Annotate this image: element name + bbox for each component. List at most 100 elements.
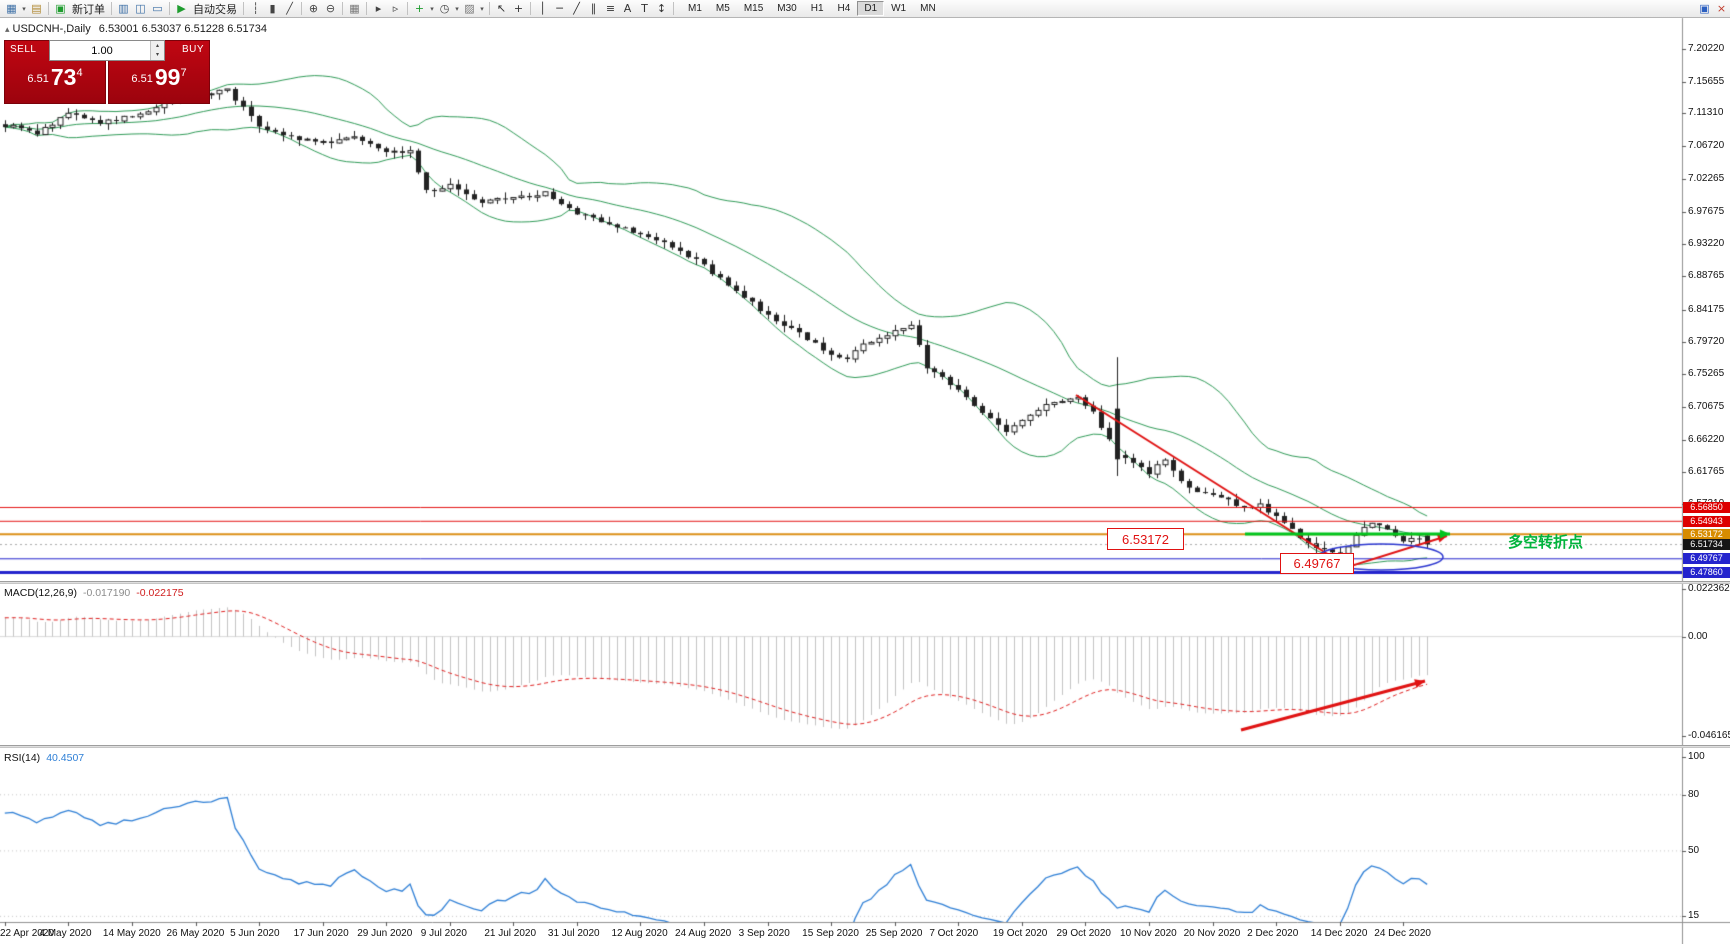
annotation-note-text[interactable]: 多空转折点 [1508, 534, 1584, 551]
price-callout[interactable]: 6.49767 [1280, 553, 1354, 574]
vertical-line-icon[interactable]: │ [534, 1, 551, 17]
current-price-tag: 6.51734 [1683, 539, 1730, 551]
data-window-icon[interactable]: ◫ [132, 1, 149, 17]
date-axis-label: 24 Aug 2020 [675, 928, 732, 939]
toolbar: ▦ ▾ ▤ ▣ 新订单 ▥ ◫ ▭ ▶ 自动交易 ┆ ▮ ╱ ⊕ ⊖ ▦ ▸ ▹ + ▾ ◷ ▾ ▨ ▾ ↖ + │ ─ ╱ ∥ ≡ A T ↕ M… [0, 0, 1730, 18]
one-click-collapse-icon[interactable]: ▴ [5, 24, 10, 34]
templates-icon[interactable]: ▨ [461, 1, 478, 17]
new-chart-icon[interactable]: ▦ [3, 1, 20, 17]
chart-restore-icon[interactable]: ▣ [1696, 1, 1713, 17]
auto-scroll-icon[interactable]: ▸ [370, 1, 387, 17]
toolbar-separator [407, 2, 408, 15]
timeframe-buttons: M1 M5 M15 M30 H1 H4 D1 W1 MN [681, 1, 943, 16]
new-chart-dropdown-icon[interactable]: ▾ [20, 1, 28, 17]
timeframe-mn[interactable]: MN [913, 1, 943, 16]
volume-down-button[interactable]: ▾ [151, 50, 164, 60]
autotrade-icon[interactable]: ▶ [173, 1, 190, 17]
periods-icon[interactable]: ◷ [436, 1, 453, 17]
date-axis-label: 4 May 2020 [39, 928, 92, 939]
panel-splitter-macd[interactable] [0, 581, 1730, 584]
price-axis-label: 6.88765 [1688, 270, 1725, 282]
price-callout[interactable]: 6.53172 [1107, 528, 1184, 550]
cursor-icon[interactable]: ↖ [493, 1, 510, 17]
price-axis-label: 6.61765 [1688, 465, 1725, 477]
timeframe-m15[interactable]: M15 [737, 1, 770, 16]
buy-price: 6.51 99 7 [109, 66, 209, 89]
indicators-dropdown-icon[interactable]: ▾ [428, 1, 436, 17]
sell-price-prefix: 6.51 [27, 73, 49, 85]
timeframe-m30[interactable]: M30 [770, 1, 803, 16]
date-axis-label: 25 Sep 2020 [865, 928, 923, 939]
tile-windows-icon[interactable]: ▦ [346, 1, 363, 17]
timeframe-d1[interactable]: D1 [857, 1, 885, 16]
date-axis-label: 17 Jun 2020 [293, 928, 349, 939]
price-axis-label: 7.15655 [1688, 75, 1725, 87]
panel-splitter-rsi[interactable] [0, 745, 1730, 748]
sell-price-big: 73 [50, 64, 77, 90]
indicators-icon[interactable]: + [411, 1, 428, 17]
timeframe-h1[interactable]: H1 [804, 1, 831, 16]
horizontal-line-icon[interactable]: ─ [551, 1, 568, 17]
zoom-out-icon[interactable]: ⊖ [322, 1, 339, 17]
price-axis-label: 6.84175 [1688, 303, 1725, 315]
date-axis-label: 22 Apr 2020 [0, 928, 54, 939]
chart-close-icon[interactable]: × [1713, 1, 1730, 17]
price-line-tag: 6.56850 [1683, 501, 1730, 513]
price-line-tag: 6.49767 [1683, 553, 1730, 565]
toolbar-separator [366, 2, 367, 15]
market-watch-icon[interactable]: ▥ [115, 1, 132, 17]
volume-up-button[interactable]: ▴ [151, 41, 164, 51]
text-icon[interactable]: A [619, 1, 636, 17]
crosshair-icon[interactable]: + [510, 1, 527, 17]
macd-axis-label: 0.022362 [1688, 582, 1730, 594]
zoom-in-icon[interactable]: ⊕ [305, 1, 322, 17]
price-axis[interactable] [1682, 18, 1730, 922]
price-line-tag: 6.47860 [1683, 567, 1730, 579]
date-axis-label: 15 Sep 2020 [802, 928, 859, 939]
new-order-icon[interactable]: ▣ [52, 1, 69, 17]
arrows-icon[interactable]: ↕ [653, 1, 670, 17]
new-order-label[interactable]: 新订单 [72, 3, 105, 16]
price-axis-label: 6.70675 [1688, 401, 1725, 413]
label-icon[interactable]: T [636, 1, 653, 17]
timeframe-w1[interactable]: W1 [884, 1, 913, 16]
sell-label: SELL [10, 44, 37, 55]
channel-icon[interactable]: ∥ [585, 1, 602, 17]
volume-input[interactable] [52, 42, 152, 60]
bar-chart-mode-icon[interactable]: ┆ [247, 1, 264, 17]
date-axis-label: 5 Jun 2020 [230, 928, 280, 939]
toolbar-separator [673, 2, 674, 15]
candlestick-mode-icon[interactable]: ▮ [264, 1, 281, 17]
date-axis-label: 21 Jul 2020 [484, 928, 537, 939]
date-axis-label: 31 Jul 2020 [547, 928, 600, 939]
buy-price-prefix: 6.51 [131, 73, 153, 85]
time-axis[interactable] [0, 922, 1682, 944]
symbol-period-label: USDCNH-,Daily [12, 23, 91, 35]
timeframe-m5[interactable]: M5 [709, 1, 737, 16]
line-chart-mode-icon[interactable]: ╱ [281, 1, 298, 17]
periods-dropdown-icon[interactable]: ▾ [453, 1, 461, 17]
rsi-axis-label: 50 [1688, 844, 1700, 856]
toolbar-separator [301, 2, 302, 15]
terminal-icon[interactable]: ▭ [149, 1, 166, 17]
timeframe-h4[interactable]: H4 [831, 1, 858, 16]
price-axis-label: 6.66220 [1688, 433, 1725, 445]
timeframe-m1[interactable]: M1 [681, 1, 709, 16]
fibonacci-icon[interactable]: ≡ [602, 1, 619, 17]
sell-price: 6.51 73 4 [5, 64, 105, 90]
price-axis-label: 6.93220 [1688, 238, 1725, 250]
profiles-icon[interactable]: ▤ [28, 1, 45, 17]
templates-dropdown-icon[interactable]: ▾ [478, 1, 486, 17]
trendline-icon[interactable]: ╱ [568, 1, 585, 17]
toolbar-separator [48, 2, 49, 15]
rsi-axis-label: 80 [1688, 788, 1700, 800]
autotrade-label[interactable]: 自动交易 [193, 3, 237, 16]
price-line-tag: 6.54943 [1683, 515, 1730, 527]
toolbar-separator [489, 2, 490, 15]
date-axis-label: 26 May 2020 [166, 928, 225, 939]
price-axis-label: 7.11310 [1688, 107, 1724, 119]
date-axis-label: 19 Oct 2020 [992, 928, 1048, 939]
chart-shift-icon[interactable]: ▹ [387, 1, 404, 17]
